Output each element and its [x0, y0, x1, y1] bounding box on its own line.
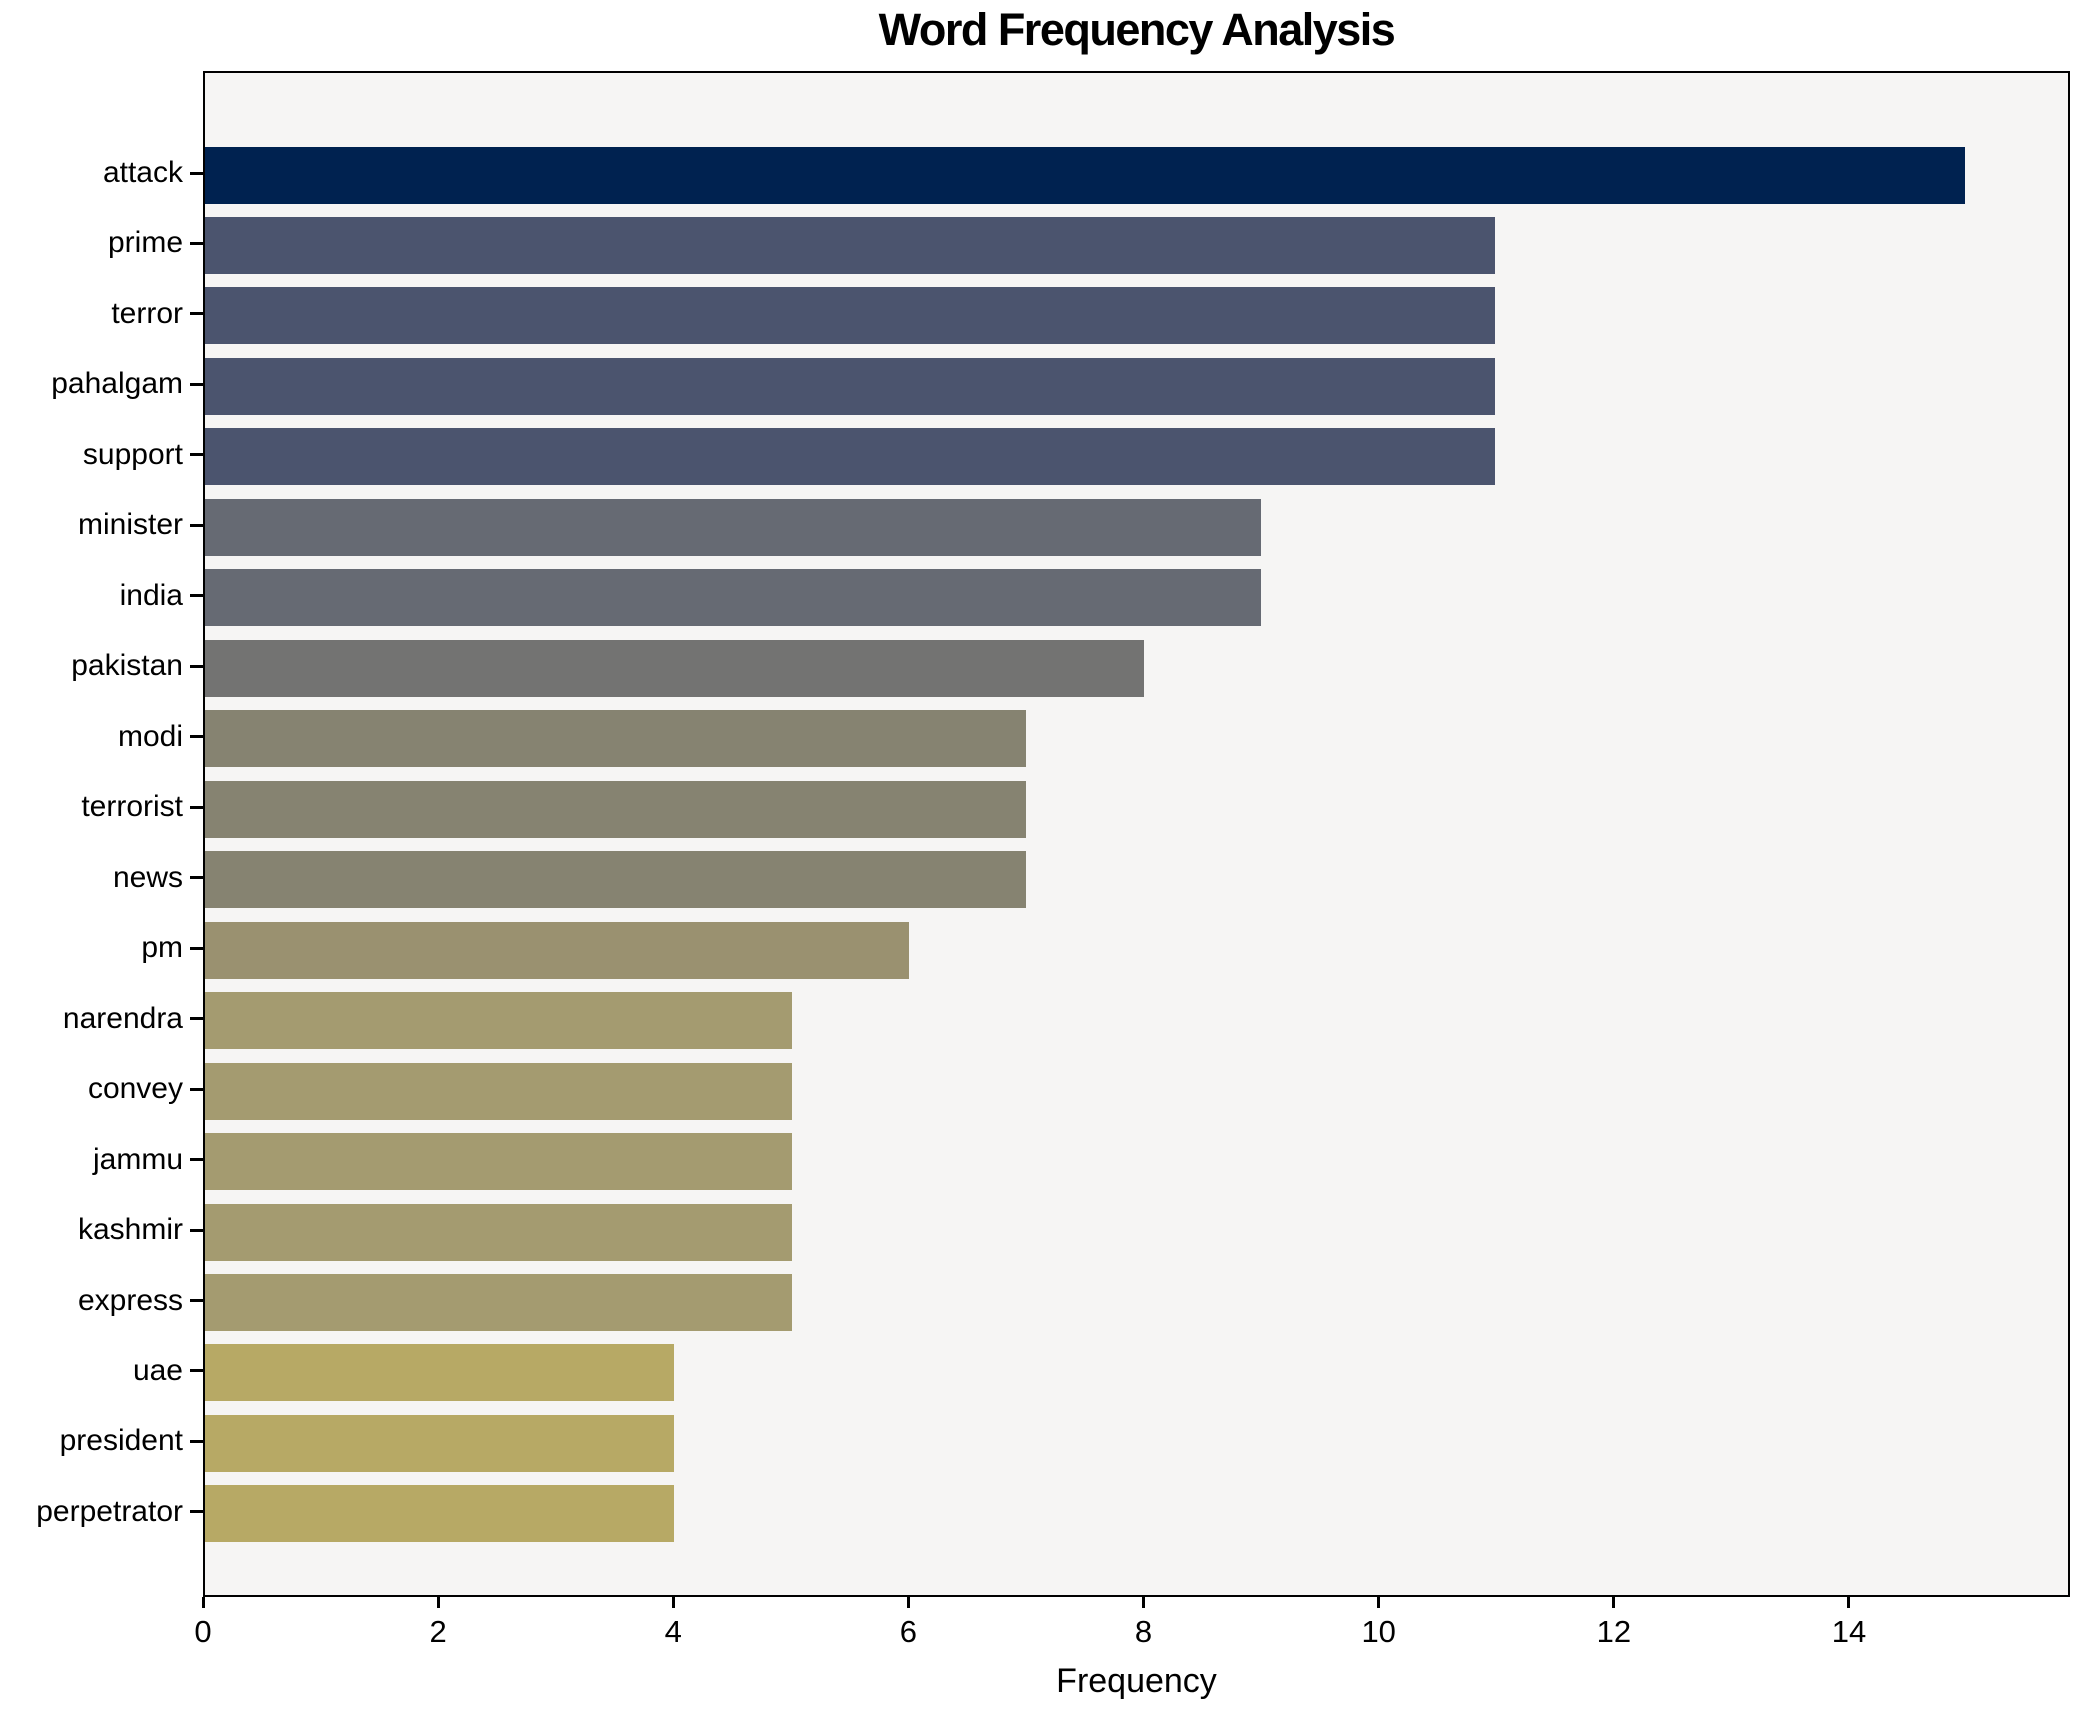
x-tick-label-12: 12	[1596, 1614, 1632, 1649]
y-tick-label-support: support	[82, 437, 183, 471]
bar-attack	[205, 146, 1965, 204]
bar-terrorist	[205, 780, 1027, 838]
x-tick-label-4: 4	[664, 1614, 682, 1649]
bar-express	[205, 1274, 792, 1332]
y-tick-label-kashmir: kashmir	[77, 1213, 183, 1247]
x-axis-label: Frequency	[1056, 1662, 1217, 1700]
y-tick-mark	[190, 1228, 203, 1232]
y-tick-label-perpetrator: perpetrator	[36, 1494, 183, 1528]
bar-narendra	[205, 992, 792, 1050]
bar-minister	[205, 498, 1261, 556]
y-tick-mark	[190, 946, 203, 950]
y-tick-label-narendra: narendra	[62, 1001, 183, 1035]
y-tick-mark	[190, 1299, 203, 1303]
y-tick-label-terror: terror	[111, 296, 183, 330]
y-tick-label-convey: convey	[87, 1072, 183, 1106]
y-tick-mark	[190, 735, 203, 739]
x-tick-mark	[1377, 1597, 1381, 1608]
x-tick-mark	[906, 1597, 910, 1608]
bar-pakistan	[205, 639, 1144, 697]
y-tick-label-news: news	[112, 860, 183, 894]
bar-terror	[205, 287, 1496, 345]
x-tick-mark	[1142, 1597, 1146, 1608]
y-tick-label-minister: minister	[77, 508, 183, 542]
y-tick-label-india: india	[119, 578, 183, 612]
y-tick-label-prime: prime	[107, 226, 183, 260]
y-tick-mark	[190, 1158, 203, 1162]
y-tick-mark	[190, 1369, 203, 1373]
bar-prime	[205, 216, 1496, 274]
y-tick-label-jammu: jammu	[92, 1142, 183, 1176]
bar-news	[205, 851, 1027, 909]
bar-india	[205, 569, 1261, 627]
y-tick-mark	[190, 241, 203, 245]
bar-pm	[205, 921, 909, 979]
bar-uae	[205, 1344, 675, 1402]
y-tick-label-pakistan: pakistan	[71, 649, 183, 683]
y-tick-mark	[190, 453, 203, 457]
bar-perpetrator	[205, 1485, 675, 1543]
y-tick-mark	[190, 382, 203, 386]
y-tick-label-modi: modi	[117, 719, 183, 753]
bar-pahalgam	[205, 357, 1496, 415]
plot-area	[203, 71, 2070, 1597]
bar-modi	[205, 710, 1027, 768]
y-tick-mark	[190, 876, 203, 880]
y-tick-label-pm: pm	[141, 931, 183, 965]
x-tick-mark	[1847, 1597, 1851, 1608]
y-tick-label-pahalgam: pahalgam	[51, 367, 183, 401]
y-tick-label-uae: uae	[132, 1353, 183, 1387]
y-tick-label-express: express	[77, 1283, 183, 1317]
chart-title: Word Frequency Analysis	[878, 4, 1396, 55]
x-tick-label-8: 8	[1134, 1614, 1153, 1649]
y-tick-mark	[190, 664, 203, 668]
y-tick-mark	[190, 1439, 203, 1443]
y-tick-mark	[190, 312, 203, 316]
x-tick-label-10: 10	[1361, 1614, 1396, 1649]
y-tick-mark	[190, 1087, 203, 1091]
x-tick-label-14: 14	[1831, 1614, 1867, 1649]
bar-support	[205, 428, 1496, 486]
x-tick-mark	[1612, 1597, 1616, 1608]
x-tick-mark	[671, 1597, 675, 1608]
x-tick-label-2: 2	[429, 1614, 447, 1649]
y-tick-mark	[190, 171, 203, 175]
x-tick-mark	[201, 1597, 205, 1608]
y-tick-label-terrorist: terrorist	[81, 790, 183, 824]
y-tick-label-attack: attack	[102, 156, 183, 189]
x-tick-label-6: 6	[899, 1614, 918, 1649]
bar-kashmir	[205, 1203, 792, 1261]
bar-jammu	[205, 1133, 792, 1191]
y-tick-mark	[190, 1510, 203, 1514]
x-tick-label-0: 0	[194, 1614, 212, 1649]
y-tick-mark	[190, 523, 203, 527]
y-tick-label-president: president	[59, 1424, 183, 1458]
y-tick-mark	[190, 1017, 203, 1021]
y-tick-mark	[190, 594, 203, 598]
y-tick-mark	[190, 805, 203, 809]
x-tick-mark	[436, 1597, 440, 1608]
bar-convey	[205, 1062, 792, 1120]
bar-president	[205, 1414, 675, 1472]
